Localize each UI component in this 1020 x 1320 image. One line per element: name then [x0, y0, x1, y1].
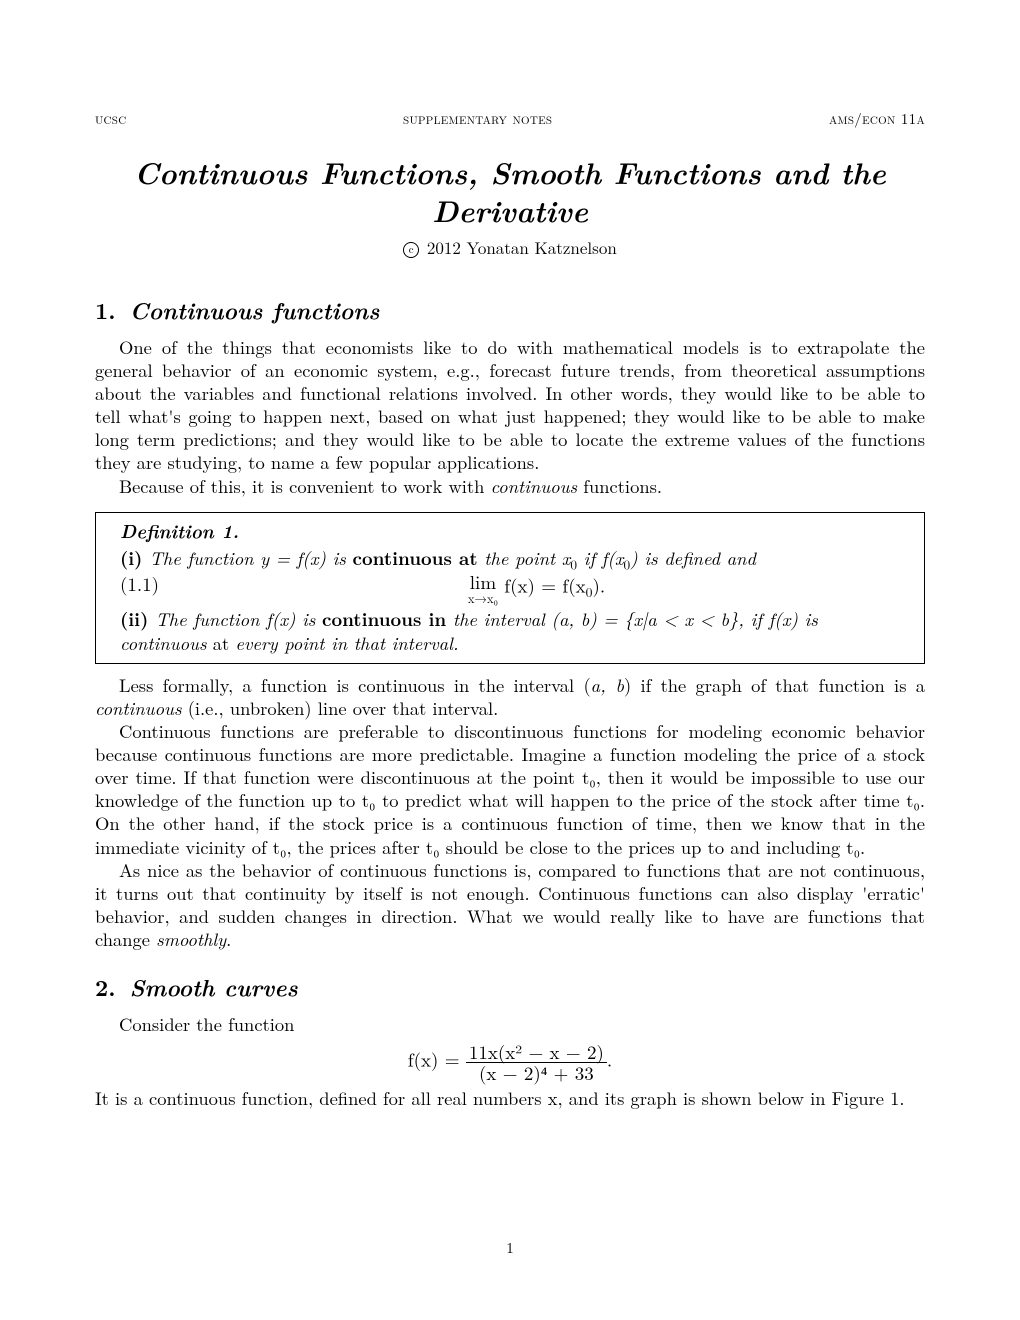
eq2-lhs: f(x) = [408, 1046, 466, 1073]
header-right: ams/econ 11a [829, 110, 925, 129]
eq2-denominator: (x − 2)⁴ + 33 [466, 1062, 607, 1083]
def-ii-tag: (ii) [120, 606, 155, 632]
para2-a: Because of this, it is convenient to wor… [119, 473, 491, 499]
page: ucsc supplementary notes ams/econ 11a Co… [0, 0, 1020, 1320]
definition-label-row: Definition 1. [106, 519, 914, 543]
para5-c: . [226, 926, 231, 952]
section-1-heading: 1. Continuous functions [95, 296, 925, 326]
paragraph-3: Less formally, a function is continuous … [95, 674, 925, 720]
definition-item-ii-cont: continuous at every point in that interv… [106, 632, 914, 655]
definition-box: Definition 1. (i) The function y = f(x) … [95, 512, 925, 664]
document-title-line1: Continuous Functions, Smooth Functions a… [95, 155, 925, 191]
def-ii-d: the interval (a, b) = {x|a < x < b}, if … [446, 606, 818, 632]
running-header: ucsc supplementary notes ams/econ 11a [95, 110, 925, 129]
paragraph-5: As nice as the behavior of continuous fu… [95, 859, 925, 952]
para3-d: continuous [95, 695, 182, 721]
paragraph-7: It is a continuous function, defined for… [95, 1087, 925, 1110]
eq-rhs: f(x) = f(x [498, 571, 586, 598]
def-ii-f: at [207, 630, 236, 656]
def-i-b: The function y = f(x) is [150, 545, 353, 571]
para2-c: functions. [577, 473, 662, 499]
equation-fx: f(x) = 11x(x² − x − 2) (x − 2)⁴ + 33 . [95, 1042, 925, 1083]
eq2-fraction: 11x(x² − x − 2) (x − 2)⁴ + 33 [466, 1042, 607, 1083]
document-title-line2: Derivative [95, 193, 925, 229]
copyright-line: c 2012 Yonatan Katznelson [95, 237, 925, 258]
para2-b: continuous [491, 473, 578, 499]
para3-c: ) if the graph of that function is a [624, 672, 925, 698]
header-left: ucsc [95, 110, 126, 129]
para5-b: smoothly [156, 926, 226, 952]
definition-item-i: (i) The function y = f(x) is continuous … [106, 547, 914, 570]
def-i-c: continuous at [353, 545, 478, 571]
def-ii-g: every point in that interval. [235, 630, 458, 656]
section-1-title: Continuous functions [130, 294, 380, 327]
def-i-f: ) is defined and [630, 545, 756, 571]
def-i-tag: (i) [120, 545, 150, 571]
definition-label: Definition 1. [120, 517, 239, 544]
def-ii-c: continuous in [322, 606, 446, 632]
eq2-tail: . [607, 1046, 612, 1073]
para3-a: Less formally, a function is continuous … [119, 672, 591, 698]
para3-e: (i.e., unbroken) line over that interval… [182, 695, 499, 721]
def-ii-b: The function f(x) is [155, 606, 322, 632]
equation-number: (1.1) [120, 572, 159, 596]
paragraph-2: Because of this, it is convenient to wor… [95, 475, 925, 498]
copyright-icon: c [403, 242, 419, 258]
limit-operator: lim x→x₀ [468, 572, 498, 605]
section-1-number: 1. [95, 293, 116, 326]
header-center: supplementary notes [403, 110, 552, 129]
def-i-e: if f(x [577, 545, 623, 571]
paragraph-4: Continuous functions are preferable to d… [95, 720, 925, 859]
equation-1-1: (1.1) lim x→x₀ f(x) = f(x0). [106, 572, 914, 605]
page-number: 1 [0, 1239, 1020, 1258]
def-i-d: the point x [478, 545, 571, 571]
copyright-text: 2012 Yonatan Katznelson [421, 235, 617, 259]
section-2-number: 2. [95, 970, 116, 1003]
def-ii-e: continuous [120, 630, 207, 656]
definition-item-ii: (ii) The function f(x) is continuous in … [106, 608, 914, 631]
section-2-title: Smooth curves [130, 971, 298, 1004]
para3-b: a, b [591, 672, 624, 698]
paragraph-1: One of the things that economists like t… [95, 336, 925, 475]
paragraph-6: Consider the function [95, 1013, 925, 1036]
eq-rhs2: ). [592, 571, 605, 598]
section-2-heading: 2. Smooth curves [95, 973, 925, 1003]
lim-bot: x→x₀ [468, 592, 498, 605]
